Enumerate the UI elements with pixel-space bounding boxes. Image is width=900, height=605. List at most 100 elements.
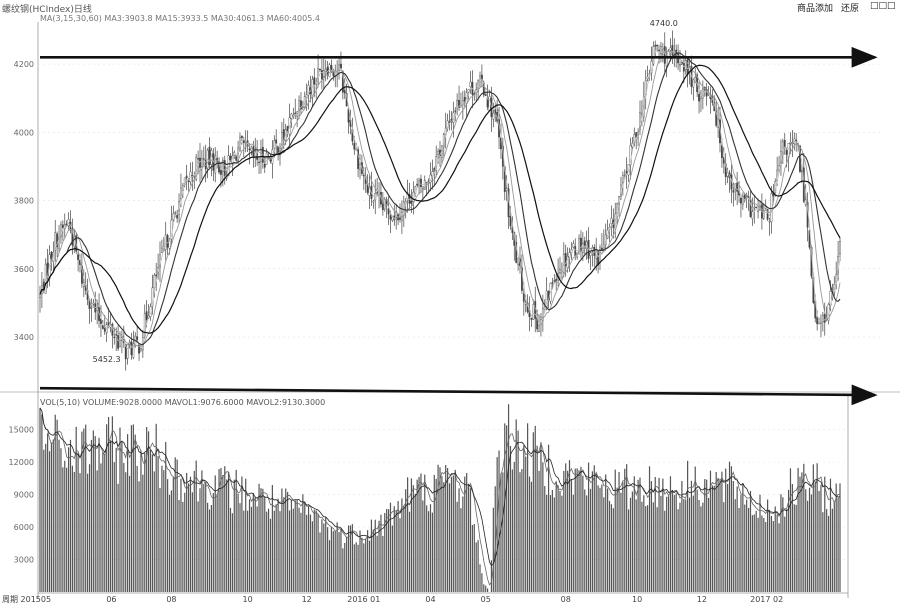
candle-body (321, 70, 323, 80)
candle-body (197, 158, 199, 160)
volume-bar (410, 478, 413, 592)
volume-bar (803, 463, 805, 592)
volume-bar (275, 504, 277, 592)
candle-body (734, 183, 737, 190)
candle-body (580, 237, 582, 252)
volume-bar (39, 407, 41, 592)
volume-bar (685, 499, 687, 592)
volume-bar (45, 443, 47, 592)
candle-body (54, 232, 57, 251)
candle-body (58, 236, 60, 249)
candle-body (81, 265, 83, 284)
volume-bar (115, 447, 117, 592)
candle-body (145, 311, 148, 320)
volume-bar (357, 544, 359, 592)
candle-body (117, 335, 119, 349)
candle-body (260, 149, 262, 162)
volume-bar (201, 470, 203, 592)
volume-bar (243, 510, 245, 592)
volume-bar (466, 472, 468, 592)
volume-bar (66, 467, 68, 592)
volume-bar (681, 480, 683, 592)
volume-bar (563, 470, 565, 592)
volume-bar (612, 508, 614, 592)
candle-body (751, 211, 754, 219)
volume-bar (658, 477, 660, 592)
candle-body (481, 74, 483, 81)
volume-bar (812, 464, 814, 592)
volume-bar (146, 427, 148, 592)
volume-bar (511, 469, 513, 592)
volume-bar (734, 499, 736, 592)
restore-button[interactable]: 还原 (841, 4, 860, 14)
volume-bar (835, 483, 837, 592)
candle-body (665, 57, 668, 67)
volume-bar (408, 511, 411, 592)
volume-bar (683, 498, 685, 592)
volume-bar (309, 514, 312, 592)
volume-bar (149, 449, 152, 592)
volume-bar (416, 479, 418, 592)
candle-body (804, 199, 807, 205)
volume-bar (195, 460, 197, 592)
volume-bar (654, 477, 656, 592)
candle-body (258, 161, 260, 164)
volume-bar (216, 494, 218, 592)
candle-body (301, 106, 304, 108)
candle-body (574, 246, 577, 257)
candle-body (343, 90, 346, 94)
volume-bar (768, 509, 771, 592)
volume-bar (517, 430, 519, 592)
volume-bar (671, 489, 673, 592)
candle-body (559, 269, 561, 273)
volume-bar (176, 459, 178, 592)
volume-bar (174, 457, 176, 592)
volume-bar (547, 444, 550, 592)
candle-body (553, 280, 556, 282)
volume-bar (222, 475, 224, 592)
candle-body (515, 241, 518, 263)
volume-bar (820, 484, 822, 592)
volume-bar (43, 449, 45, 592)
add-commodity-button[interactable]: 商品添加 (797, 4, 834, 14)
volume-bar (601, 484, 603, 592)
volume-bar (572, 494, 574, 592)
volume-bar (64, 460, 66, 592)
candle-body (94, 303, 97, 313)
volume-bar (107, 417, 110, 592)
candle-body (564, 253, 567, 266)
volume-bar (772, 521, 774, 592)
volume-bar (111, 416, 113, 592)
price-y-tick-label: 3400 (14, 333, 34, 342)
volume-bar (610, 504, 613, 592)
volume-bar (389, 502, 392, 592)
axes: 4200 4000 3800 3600 3400 15000 12000 9000 6000 30… (2, 60, 783, 604)
volume-bar (395, 510, 397, 592)
layout-button[interactable]: □□□ (870, 1, 896, 11)
candle-body (235, 154, 238, 161)
volume-bar (414, 493, 416, 592)
volume-bar (736, 486, 738, 592)
volume-bar (134, 434, 136, 592)
volume-bar (315, 510, 317, 592)
candle-body (839, 241, 841, 255)
candle-body (755, 206, 758, 209)
volume-bar (252, 492, 254, 592)
volume-bar (629, 497, 632, 592)
volume-bar (504, 423, 506, 592)
volume-bar (690, 480, 693, 592)
volume-bar (555, 481, 557, 592)
volume-bar (742, 483, 744, 592)
volume-bar (344, 542, 346, 592)
volume-bar (502, 472, 504, 592)
volume-bar (719, 480, 721, 592)
candle-body (50, 251, 53, 259)
volume-bar (694, 466, 696, 592)
volume-bar (285, 488, 287, 592)
volume-bar (254, 497, 256, 592)
volume-bar (730, 466, 733, 592)
volume-bar (487, 588, 489, 592)
volume-bar (349, 525, 352, 592)
volume-bar (302, 494, 304, 592)
volume-bar (713, 485, 715, 592)
